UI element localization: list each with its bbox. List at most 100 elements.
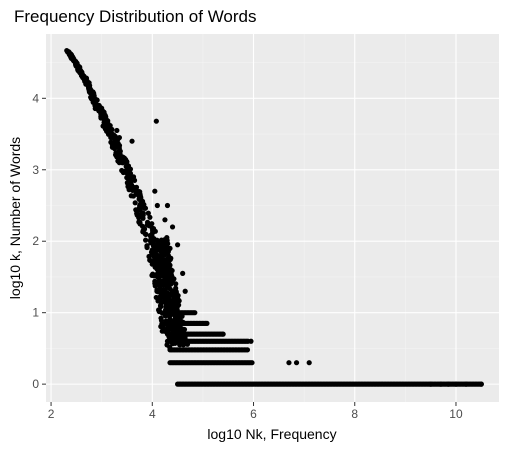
outlier-point [162,238,168,244]
data-point [161,245,168,251]
outlier-point [153,118,159,124]
data-point [162,275,168,281]
band-point [453,381,459,387]
band-point [438,381,444,387]
y-tick-label: 3 [32,163,39,177]
data-point [180,327,186,333]
band-point [220,331,226,337]
y-tick-label: 0 [32,377,39,391]
data-point [167,313,173,320]
y-tick-label: 4 [32,91,39,105]
band-point [192,310,198,316]
data-point [163,291,169,297]
data-point [144,244,150,251]
data-point [136,215,142,221]
data-point [174,315,180,322]
data-point [156,259,162,265]
data-point [145,210,151,216]
data-point [173,285,179,291]
outlier-point [116,160,122,166]
data-point [149,221,155,227]
outlier-point [126,167,133,173]
x-tick-label: 10 [449,407,463,421]
data-point [125,181,131,187]
outlier-point [175,242,181,248]
outlier-point [180,270,186,276]
data-point [140,215,146,221]
band-point [478,381,484,387]
band-point [445,381,451,387]
data-point [160,322,166,328]
band-point [463,381,469,387]
outlier-point [96,102,102,109]
data-point [158,254,164,260]
x-tick-label: 4 [149,407,156,421]
data-point [158,289,164,295]
data-point [173,290,179,296]
outlier-point [116,135,122,141]
data-point [169,268,175,274]
outlier-point [152,188,158,194]
data-point [132,200,138,206]
data-point [113,150,119,156]
band-point [306,360,312,366]
y-axis-title: log10 k, Number of Words [7,137,23,299]
band-point [293,360,300,366]
x-tick-label: 6 [250,407,257,421]
data-point [149,247,155,253]
data-point [149,225,155,231]
plot-panel [46,34,499,402]
data-point [158,315,164,321]
data-point [123,158,130,165]
outlier-point [162,217,168,223]
outlier-point [164,202,171,209]
data-point [174,300,180,306]
outlier-point [88,88,95,94]
data-point [147,214,153,220]
data-point [147,233,153,239]
data-point [167,299,173,306]
outlier-point [114,127,120,134]
data-point [131,177,138,183]
data-point [152,228,158,234]
grid-lines [46,34,499,402]
outlier-point [154,202,160,209]
data-point [158,278,164,284]
data-point [164,256,170,262]
data-point [117,151,123,157]
data-point [158,267,164,274]
data-point [146,253,152,260]
outlier-point [169,224,176,230]
data-point [168,274,175,280]
outlier-point [129,138,135,144]
band-point [248,338,254,344]
data-point [154,274,160,280]
data-point [137,219,143,226]
band-point [286,360,292,366]
data-points [64,47,484,387]
data-point [152,264,158,270]
data-point [162,252,168,258]
data-point [144,219,151,225]
chart-title: Frequency Distribution of Words [14,7,257,26]
data-point [155,238,161,244]
band-point [204,320,210,326]
band-point [244,347,251,353]
outlier-point [167,245,173,251]
outlier-point [182,288,188,294]
data-point [149,237,155,243]
data-point [143,237,149,243]
axis-ticks: 2 4 6 8 10 0 1 2 3 4 [32,91,463,421]
band-point [249,360,255,366]
x-axis-title: log10 Nk, Frequency [207,426,336,442]
x-tick-label: 8 [351,407,358,421]
data-point [142,205,148,211]
data-point [108,134,114,141]
data-point [112,146,118,152]
y-tick-label: 1 [32,306,39,320]
data-point [142,231,148,237]
data-point [163,297,169,303]
data-point [153,255,160,261]
